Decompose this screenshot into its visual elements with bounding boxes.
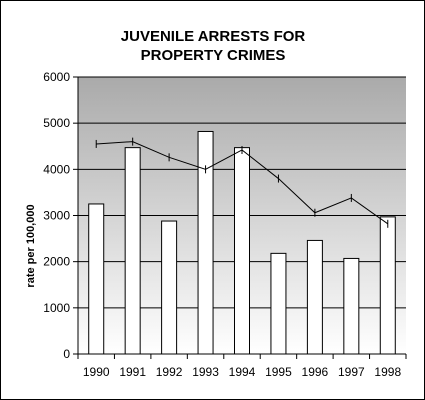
x-tick-label: 1998 [374, 365, 401, 379]
x-tick-label: 1997 [338, 365, 365, 379]
bar [306, 239, 323, 355]
bar [379, 216, 396, 355]
x-tick-label: 1995 [265, 365, 292, 379]
axes [77, 77, 407, 359]
x-tick-label: 1992 [156, 365, 183, 379]
y-tick-label: 2000 [43, 255, 70, 269]
bar [234, 147, 250, 355]
bar [124, 147, 141, 355]
bar [197, 130, 214, 355]
bar [161, 220, 178, 355]
x-tick-label: 1993 [192, 365, 219, 379]
line-series [95, 137, 389, 228]
y-tick-label: 0 [63, 347, 70, 361]
bar [343, 257, 360, 355]
bar [88, 203, 105, 355]
tick-labels: 0 1000 2000 3000 4000 5000 6000 1990 1991 1992 199… [43, 70, 401, 379]
x-tick-label: 1994 [229, 365, 256, 379]
y-tick-label: 3000 [43, 209, 70, 223]
x-tick-label: 1991 [119, 365, 146, 379]
y-tick-label: 5000 [43, 116, 70, 130]
y-axis-title: rate per 100,000 [25, 204, 37, 287]
y-tick-label: 6000 [43, 70, 70, 84]
bar [270, 252, 287, 355]
x-tick-label: 1996 [302, 365, 329, 379]
chart-title-line-1: JUVENILE ARRESTS FOR [121, 28, 306, 45]
x-tick-label: 1990 [83, 365, 110, 379]
y-tick-label: 1000 [43, 301, 70, 315]
y-tick-label: 4000 [43, 162, 70, 176]
chart-title-line-2: PROPERTY CRIMES [141, 47, 286, 64]
